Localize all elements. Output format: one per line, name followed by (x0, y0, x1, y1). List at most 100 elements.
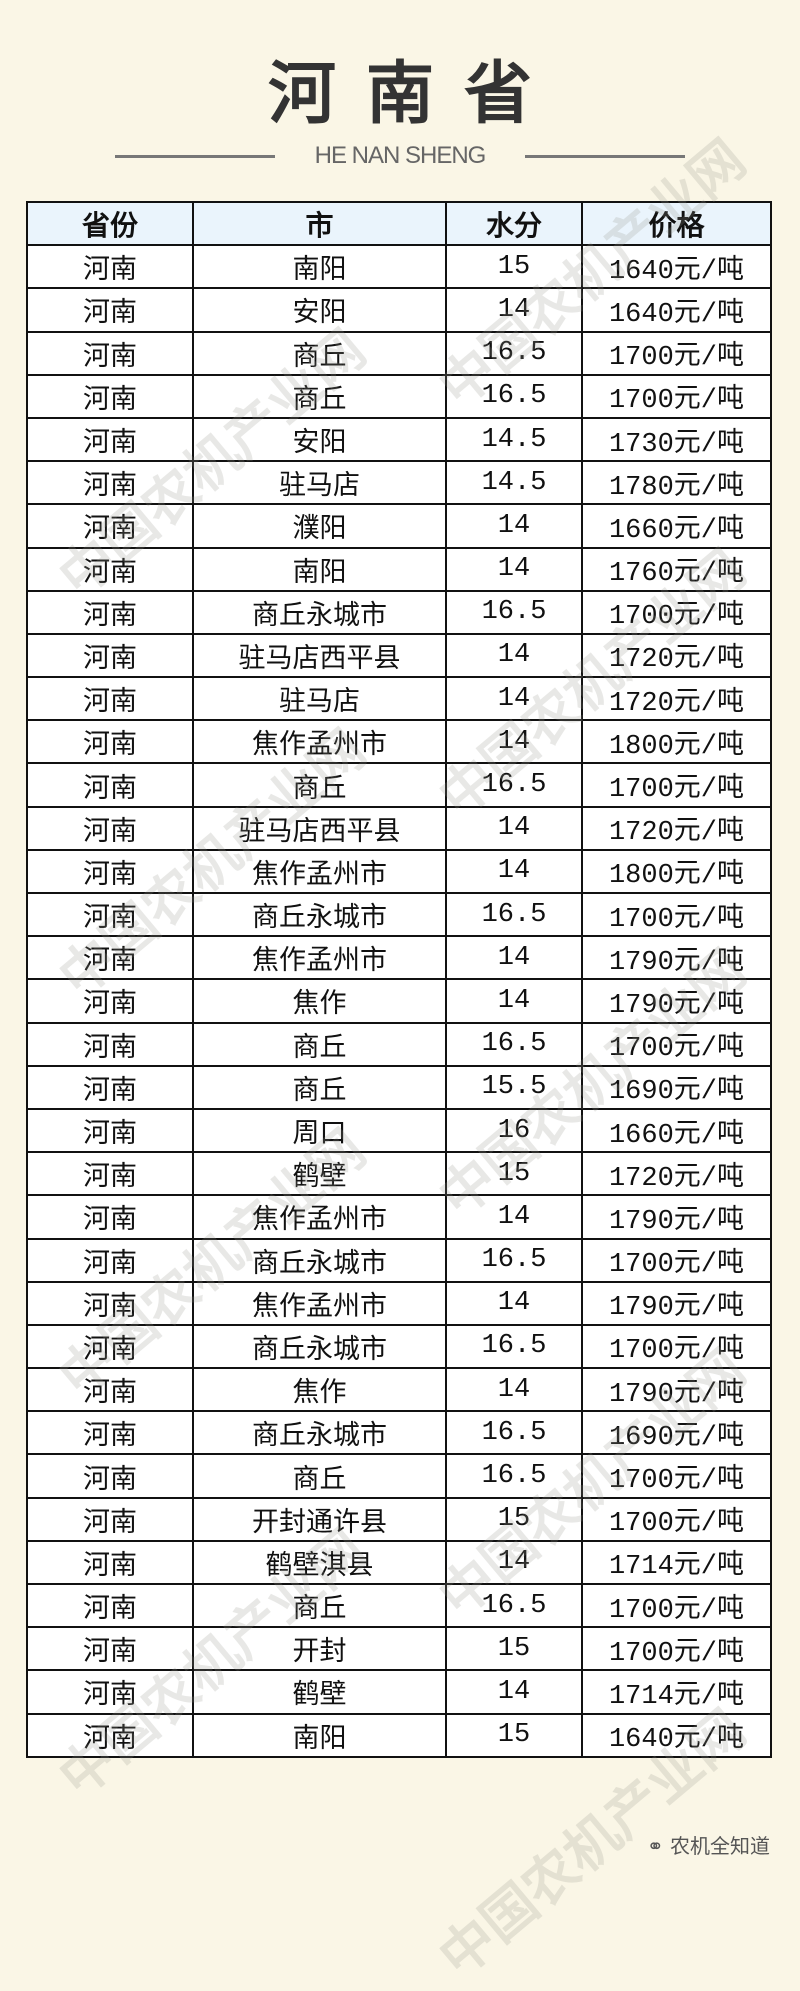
province-cell: 河南 (26, 1410, 194, 1456)
table-row: 河南 商丘 15.5 1690元/吨 (26, 1064, 772, 1110)
province-cell: 河南 (26, 1323, 194, 1370)
province-cell: 河南 (26, 546, 194, 592)
table-row: 河南 焦作孟州市 14 1790元/吨 (26, 1194, 772, 1240)
column-header: 市 (192, 200, 447, 247)
province-cell: 河南 (26, 1539, 194, 1586)
city-cell: 商丘 (192, 762, 447, 808)
moisture-cell: 14 (445, 632, 583, 679)
moisture-cell: 14 (445, 935, 583, 981)
price-cell: 1700元/吨 (581, 762, 772, 808)
moisture-cell: 15 (445, 1496, 583, 1542)
table-row: 河南 安阳 14 1640元/吨 (26, 287, 772, 333)
city-cell: 商丘 (192, 1064, 447, 1110)
price-cell: 1714元/吨 (581, 1539, 772, 1586)
table-row: 河南 驻马店西平县 14 1720元/吨 (26, 632, 772, 679)
city-cell: 南阳 (192, 244, 447, 290)
province-cell: 河南 (26, 244, 194, 290)
province-cell: 河南 (26, 589, 194, 635)
price-cell: 1720元/吨 (581, 632, 772, 679)
footer-text: 农机全知道 (670, 1834, 770, 1858)
table-row: 河南 商丘 16.5 1700元/吨 (26, 1453, 772, 1499)
price-cell: 1640元/吨 (581, 244, 772, 290)
moisture-cell: 16.5 (445, 762, 583, 808)
province-cell: 河南 (26, 891, 194, 938)
moisture-cell: 16.5 (445, 373, 583, 419)
moisture-cell: 16 (445, 1107, 583, 1154)
city-cell: 商丘永城市 (192, 1237, 447, 1283)
province-cell: 河南 (26, 1669, 194, 1715)
province-cell: 河南 (26, 1626, 194, 1672)
divider-left (115, 155, 275, 158)
city-cell: 鹤壁 (192, 1669, 447, 1715)
province-cell: 河南 (26, 978, 194, 1024)
city-cell: 焦作孟州市 (192, 719, 447, 765)
city-cell: 鹤壁淇县 (192, 1539, 447, 1586)
province-cell: 河南 (26, 1453, 194, 1499)
table-row: 河南 商丘 16.5 1700元/吨 (26, 762, 772, 808)
price-cell: 1690元/吨 (581, 1410, 772, 1456)
city-cell: 南阳 (192, 1712, 447, 1758)
table-row: 河南 南阳 14 1760元/吨 (26, 546, 772, 592)
province-cell: 河南 (26, 1021, 194, 1067)
province-cell: 河南 (26, 719, 194, 765)
table-row: 河南 商丘 16.5 1700元/吨 (26, 1582, 772, 1629)
moisture-cell: 14 (445, 676, 583, 722)
price-cell: 1640元/吨 (581, 287, 772, 333)
moisture-cell: 14 (445, 805, 583, 851)
city-cell: 驻马店 (192, 676, 447, 722)
moisture-cell: 14 (445, 503, 583, 549)
city-cell: 焦作 (192, 978, 447, 1024)
moisture-cell: 15 (445, 1712, 583, 1758)
table-row: 河南 商丘永城市 16.5 1700元/吨 (26, 1237, 772, 1283)
table-row: 河南 商丘永城市 16.5 1690元/吨 (26, 1410, 772, 1456)
table-header: 省份市水分 价格 (26, 200, 772, 247)
city-cell: 商丘 (192, 1021, 447, 1067)
price-cell: 1800元/吨 (581, 848, 772, 895)
table-row: 河南 濮阳 14 1660元/吨 (26, 503, 772, 549)
province-cell: 河南 (26, 935, 194, 981)
city-cell: 安阳 (192, 287, 447, 333)
price-cell: 1690元/吨 (581, 1064, 772, 1110)
city-cell: 周口 (192, 1107, 447, 1154)
page-title: 河南省 (267, 55, 562, 134)
price-cell: 1700元/吨 (581, 589, 772, 635)
moisture-cell: 16.5 (445, 330, 583, 376)
price-cell: 1700元/吨 (581, 1582, 772, 1629)
province-cell: 河南 (26, 1280, 194, 1326)
city-cell: 商丘永城市 (192, 589, 447, 635)
price-cell: 1700元/吨 (581, 1021, 772, 1067)
city-cell: 商丘 (192, 330, 447, 376)
table-row: 河南 开封 15 1700元/吨 (26, 1626, 772, 1672)
table-row: 河南 鹤壁淇县 14 1714元/吨 (26, 1539, 772, 1586)
table-row: 河南 商丘永城市 16.5 1700元/吨 (26, 589, 772, 635)
moisture-cell: 15 (445, 1151, 583, 1197)
province-cell: 河南 (26, 1582, 194, 1629)
moisture-cell: 14 (445, 546, 583, 592)
price-cell: 1790元/吨 (581, 935, 772, 981)
table-row: 河南 焦作孟州市 14 1790元/吨 (26, 1280, 772, 1326)
city-cell: 焦作孟州市 (192, 848, 447, 895)
city-cell: 焦作孟州市 (192, 935, 447, 981)
moisture-cell: 16.5 (445, 1021, 583, 1067)
moisture-cell: 15 (445, 244, 583, 290)
column-header: 水分 (445, 200, 583, 247)
table-row: 河南 焦作孟州市 14 1800元/吨 (26, 719, 772, 765)
moisture-cell: 14.5 (445, 460, 583, 506)
price-cell: 1800元/吨 (581, 719, 772, 765)
province-cell: 河南 (26, 1367, 194, 1413)
price-cell: 1700元/吨 (581, 1237, 772, 1283)
price-cell: 1790元/吨 (581, 1367, 772, 1413)
city-cell: 焦作孟州市 (192, 1280, 447, 1326)
moisture-cell: 16.5 (445, 1582, 583, 1629)
table-row: 河南 鹤壁 15 1720元/吨 (26, 1151, 772, 1197)
table-row: 河南 驻马店西平县 14 1720元/吨 (26, 805, 772, 851)
province-cell: 河南 (26, 1151, 194, 1197)
city-cell: 安阳 (192, 416, 447, 463)
moisture-cell: 14 (445, 287, 583, 333)
price-cell: 1790元/吨 (581, 978, 772, 1024)
moisture-cell: 14.5 (445, 416, 583, 463)
price-cell: 1720元/吨 (581, 1151, 772, 1197)
city-cell: 商丘 (192, 1453, 447, 1499)
city-cell: 濮阳 (192, 503, 447, 549)
moisture-cell: 15 (445, 1626, 583, 1672)
